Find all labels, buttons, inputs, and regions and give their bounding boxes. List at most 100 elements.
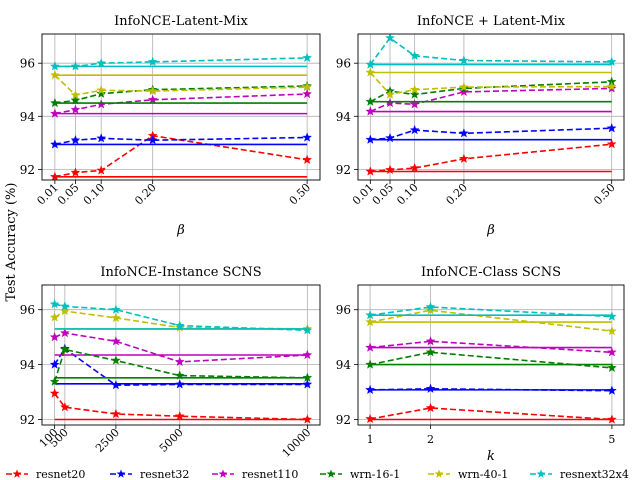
data-point-resnet32: [110, 380, 121, 390]
data-point-resnet20: [365, 413, 376, 424]
x-tick-label: 0.01: [34, 181, 61, 208]
data-point-resnext32x4: [70, 61, 81, 71]
x-tick-label: 0.50: [287, 181, 314, 208]
x-axis-label: β: [176, 223, 185, 238]
chart-panel: 92 94 96 0.010.05 0.10 0.20 0.50 InfoNCE-Latent…: [20, 14, 321, 238]
data-point-resnet32: [425, 383, 436, 393]
data-point-resnet110: [302, 349, 313, 360]
x-tick-label: 0.05: [370, 181, 397, 208]
data-point-resnext32x4: [96, 58, 107, 68]
data-point-wrn-16-1: [96, 88, 107, 98]
data-point-resnet20: [385, 164, 395, 175]
data-point-resnet20: [174, 411, 185, 421]
chart-title: InfoNCE-Class SCNS: [421, 265, 561, 280]
chart-title: InfoNCE-Instance SCNS: [100, 265, 261, 280]
data-point-wrn-40-1: [96, 85, 107, 95]
data-point-wrn-40-1: [385, 89, 395, 99]
legend: resnet20 resnet32 resnet110 wrn-16-1 wrn-40-…: [6, 468, 629, 480]
legend-label: wrn-40-1: [458, 468, 508, 480]
axes-frame: [357, 33, 625, 181]
y-tick-label: 96: [20, 303, 35, 317]
data-point-resnet32: [365, 384, 376, 395]
data-point-wrn-40-1: [458, 81, 469, 92]
series-line-resnext32x4: [369, 306, 612, 318]
legend-item: resnext32x4: [530, 468, 629, 480]
data-point-resnext32x4: [458, 55, 469, 65]
data-point-resnext32x4: [425, 301, 436, 312]
y-tick-label: 94: [20, 358, 36, 372]
legend-marker: [326, 469, 336, 478]
legend-marker: [536, 469, 546, 478]
data-point-resnet32: [174, 379, 185, 389]
data-point-wrn-40-1: [302, 81, 313, 92]
data-point-wrn-16-1: [606, 362, 617, 373]
series-line-resnet20: [369, 407, 612, 421]
y-tick-label: 96: [20, 57, 35, 71]
y-tick-label: 92: [336, 413, 351, 427]
series-line-resnext32x4: [54, 57, 308, 68]
data-point-resnet32: [147, 135, 158, 145]
legend-label: resnext32x4: [560, 468, 629, 480]
axes-frame: [357, 284, 625, 426]
data-point-resnet20: [606, 414, 617, 424]
data-point-resnet32: [49, 359, 60, 369]
x-tick-label: 10000: [280, 426, 314, 460]
legend-item: resnet32: [110, 468, 189, 480]
legend-label: wrn-16-1: [350, 468, 400, 480]
data-point-resnext32x4: [385, 34, 395, 43]
data-point-resnet110: [147, 94, 158, 105]
data-point-resnet110: [365, 106, 376, 116]
data-point-resnet110: [365, 342, 376, 352]
y-tick-label: 94: [336, 358, 352, 372]
series-line-resnet20: [54, 134, 308, 178]
data-point-resnet20: [59, 402, 70, 412]
data-point-resnet110: [409, 99, 420, 109]
data-point-wrn-16-1: [425, 347, 436, 357]
series-line-resnet32: [54, 136, 308, 146]
legend-item: resnet110: [212, 468, 298, 480]
data-point-resnet110: [458, 86, 469, 97]
x-tick-label: 5000: [157, 426, 186, 455]
x-tick-label: 0.10: [81, 181, 108, 208]
x-axis-label: β: [486, 223, 495, 238]
y-tick-label: 92: [336, 163, 351, 177]
data-point-resnext32x4: [49, 61, 60, 71]
data-point-resnet110: [59, 327, 70, 338]
data-point-resnext32x4: [174, 320, 185, 330]
series-line-wrn-40-1: [369, 309, 612, 332]
data-point-resnet20: [409, 162, 420, 173]
data-point-resnet32: [96, 133, 107, 143]
x-tick-label: 2500: [93, 426, 122, 455]
data-point-wrn-40-1: [425, 305, 436, 315]
x-tick-label: 5: [608, 433, 615, 446]
data-point-resnet32: [409, 124, 420, 135]
chart-title: InfoNCE-Latent-Mix: [114, 14, 248, 29]
data-point-resnet110: [425, 336, 436, 346]
data-point-resnet110: [174, 356, 185, 367]
x-tick-label: 1: [367, 433, 374, 446]
x-tick-label: 0.20: [132, 181, 159, 208]
data-point-resnext32x4: [147, 56, 158, 67]
data-point-resnet110: [302, 88, 313, 99]
data-point-resnet20: [425, 402, 436, 413]
y-tick-label: 92: [20, 413, 35, 427]
y-tick-label: 96: [336, 57, 351, 71]
data-point-resnext32x4: [606, 56, 617, 67]
x-tick-label: 0.05: [55, 181, 82, 208]
legend-marker: [434, 469, 444, 478]
series-line-wrn-40-1: [54, 74, 308, 96]
data-point-resnet110: [606, 347, 617, 357]
legend-label: resnet20: [36, 468, 85, 480]
x-tick-label: 0.10: [394, 181, 421, 208]
data-point-resnext32x4: [110, 304, 121, 314]
data-point-resnext32x4: [302, 325, 313, 335]
y-tick-label: 94: [20, 110, 36, 124]
data-point-resnet110: [70, 104, 81, 114]
data-point-resnet32: [458, 128, 469, 138]
data-point-wrn-40-1: [70, 89, 81, 100]
data-point-resnext32x4: [302, 52, 313, 63]
series-line-resnet20: [370, 143, 612, 173]
data-point-wrn-40-1: [365, 67, 376, 77]
